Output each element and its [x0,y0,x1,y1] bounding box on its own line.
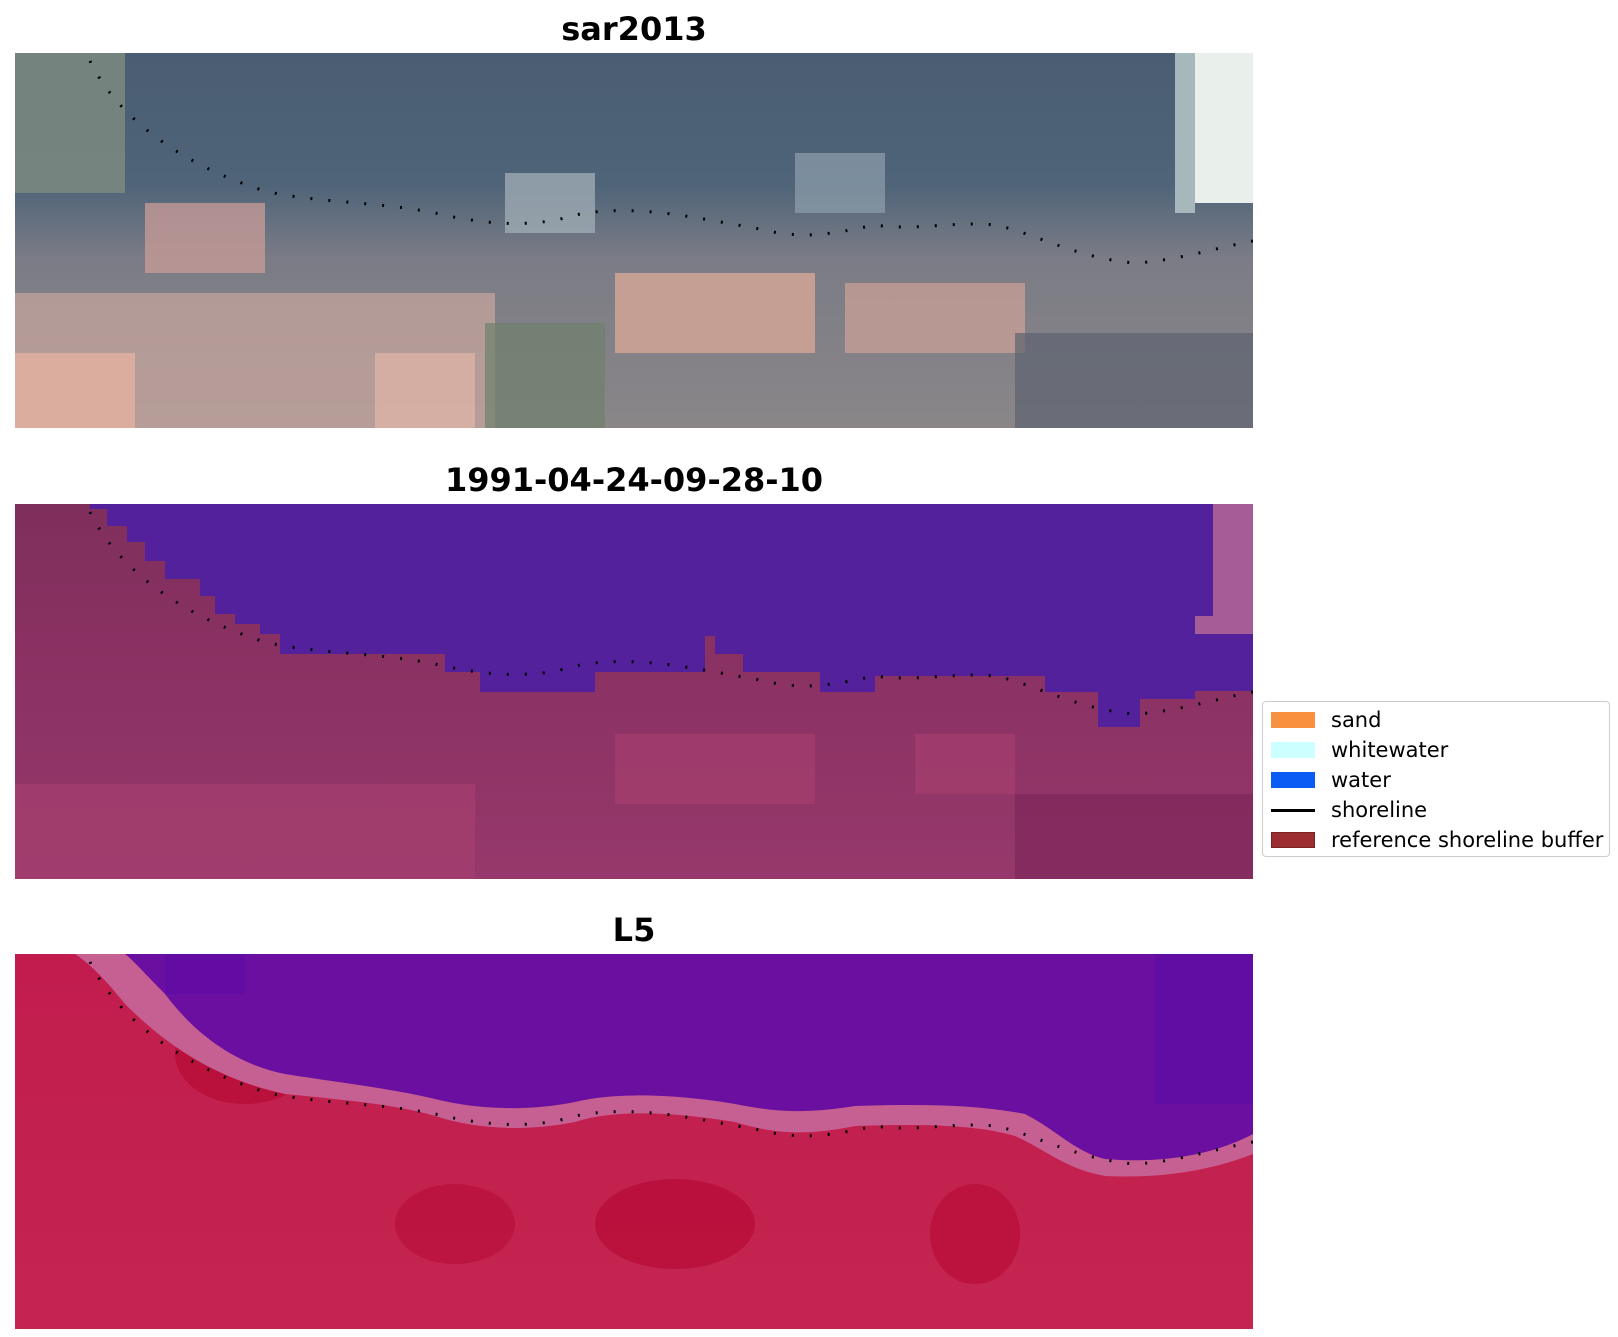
legend-item-shoreline: shoreline [1271,798,1427,822]
rgb-image-panel [15,53,1253,428]
whitewater-swatch [1271,742,1315,758]
rgb-image [15,53,1253,428]
shoreline-dots [88,961,1253,1166]
sand-swatch [1271,712,1315,728]
legend: sand whitewater water shoreline referenc… [1262,701,1610,857]
water-class [125,954,1253,1161]
legend-item-reference-buffer: reference shoreline buffer [1271,828,1603,852]
classified-image-panel [15,504,1253,879]
legend-label: whitewater [1331,738,1449,762]
legend-item-sand: sand [1271,708,1381,732]
index-image-panel [15,954,1253,1329]
shoreline-dots [88,511,1253,716]
shoreline-dots [88,60,1253,265]
legend-label: sand [1331,708,1382,732]
panel-title-satellite: L5 [612,911,656,949]
index-image [15,954,1253,1329]
water-class [90,504,1253,727]
legend-item-water: water [1271,768,1391,792]
classified-image [15,504,1253,879]
shoreline-swatch [1271,808,1315,812]
legend-item-whitewater: whitewater [1271,738,1448,762]
water-swatch [1271,772,1315,788]
legend-label: shoreline [1331,798,1428,822]
reference-buffer-swatch [1271,832,1315,848]
panel-title-rgb: sar2013 [561,10,707,48]
panel-title-classified: 1991-04-24-09-28-10 [444,461,824,499]
legend-label: water [1331,768,1391,792]
legend-label: reference shoreline buffer [1331,828,1604,852]
